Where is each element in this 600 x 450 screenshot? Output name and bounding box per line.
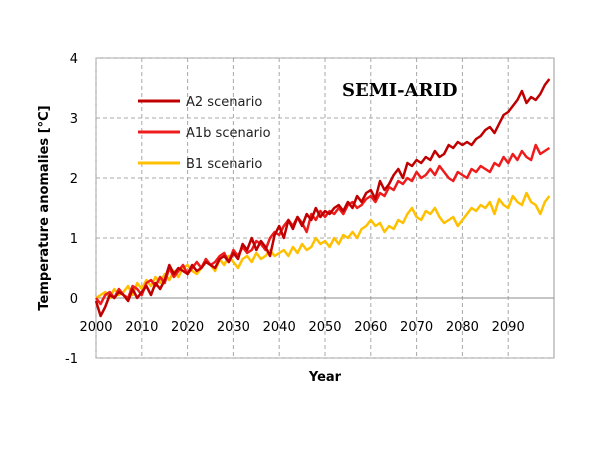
x-tick-label: 2070 [400, 320, 433, 335]
y-tick-label: 3 [70, 112, 78, 127]
legend-label-a2: A2 scenario [186, 95, 262, 110]
x-tick-label: 2080 [446, 320, 479, 335]
x-tick-label: 2090 [492, 320, 525, 335]
x-tick-label: 2060 [354, 320, 387, 335]
legend-label-a1b: A1b scenario [186, 126, 271, 141]
series-layer [94, 78, 551, 318]
x-tick-label: 2030 [217, 320, 250, 335]
x-tick-label: 2020 [171, 320, 204, 335]
chart-title: SEMI-ARID [342, 80, 458, 101]
x-tick-label: 2000 [79, 320, 112, 335]
series-line-2 [95, 191, 551, 300]
y-tick-label: 2 [70, 172, 78, 187]
x-tick-labels: 2000 2010 2020 2030 2040 2050 2060 2070 2080 2090 [79, 320, 524, 335]
x-tick-label: 2040 [263, 320, 296, 335]
legend-label-b1: B1 scenario [186, 157, 262, 172]
y-tick-label: 4 [70, 52, 78, 67]
x-axis-title: Year [308, 370, 342, 385]
series-line-0 [94, 78, 551, 318]
y-tick-label: 1 [70, 232, 78, 247]
legend: A2 scenario A1b scenario B1 scenario [138, 95, 271, 172]
y-tick-labels: -1 0 1 2 3 4 [65, 52, 78, 367]
x-tick-label: 2050 [308, 320, 341, 335]
y-axis-title: Temperature anomalies [°C] [37, 105, 52, 310]
y-tick-label: -1 [65, 352, 78, 367]
x-tick-label: 2010 [125, 320, 158, 335]
y-tick-label: 0 [70, 292, 78, 307]
